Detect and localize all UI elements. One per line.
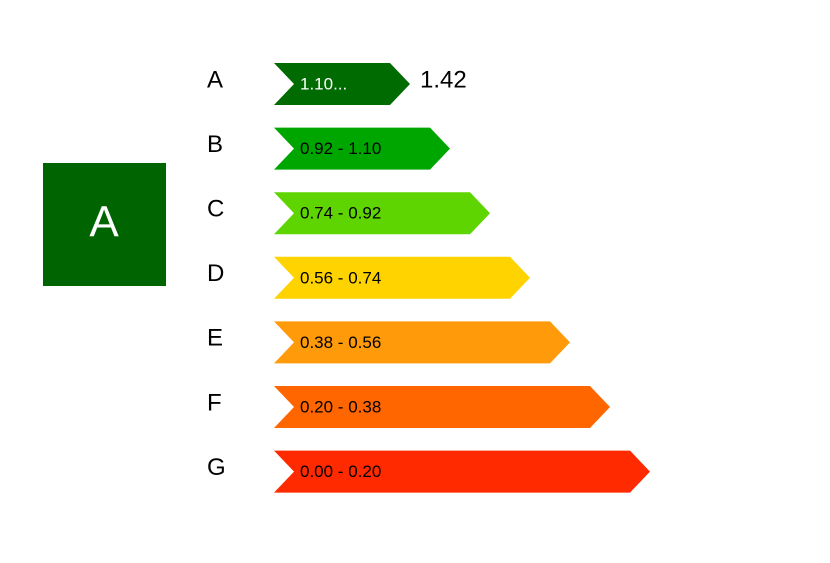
class-range: 0.74 - 0.92	[300, 204, 381, 223]
class-arrow	[274, 321, 570, 364]
class-range: 0.92 - 1.10	[300, 139, 381, 158]
class-letter: A	[207, 66, 223, 93]
class-arrow	[274, 63, 410, 105]
class-letter: F	[207, 389, 222, 416]
class-arrow	[274, 127, 450, 170]
class-letter: C	[207, 196, 224, 223]
class-letter: E	[207, 325, 223, 352]
class-range: 0.20 - 0.38	[300, 397, 381, 416]
class-range: 0.00 - 0.20	[300, 462, 381, 481]
rating-value: 1.42	[420, 66, 467, 93]
class-letter: G	[207, 454, 226, 481]
rating-label: A	[89, 198, 119, 247]
class-range: 0.38 - 0.56	[300, 333, 381, 352]
class-range: 0.56 - 0.74	[300, 268, 381, 287]
class-range: 1.10...	[300, 74, 347, 93]
class-arrow	[274, 256, 530, 299]
class-arrow	[274, 450, 650, 493]
class-arrow	[274, 386, 610, 428]
class-letter: B	[207, 131, 223, 158]
class-letter: D	[207, 260, 224, 287]
rating-badge	[43, 163, 166, 286]
class-arrow	[274, 192, 490, 235]
